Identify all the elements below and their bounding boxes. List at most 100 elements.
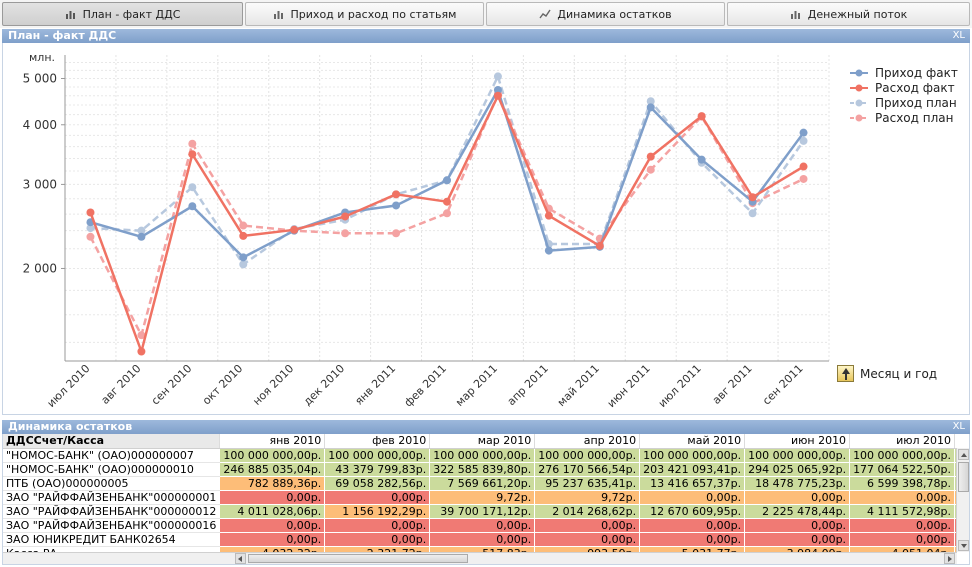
account-name[interactable]: "НОМОС-БАНК" (ОАО)000000007 (3, 448, 220, 463)
balance-cell[interactable]: 2 014 268,62р. (534, 504, 640, 519)
account-name[interactable]: ЗАО "РАЙФФАЙЗЕНБАНК"000000001 (3, 490, 220, 505)
balance-cell[interactable] (954, 490, 957, 505)
balance-cell[interactable]: 69 058 282,56р. (324, 476, 430, 491)
balance-cell[interactable]: 0,00р. (639, 518, 745, 533)
balance-cell[interactable]: 294 025 065,92р. (744, 462, 850, 477)
scroll-up-button[interactable] (958, 449, 969, 460)
balance-cell[interactable]: 7 569 661,20р. (429, 476, 535, 491)
balance-cell[interactable]: 1 (954, 448, 957, 463)
column-header[interactable]: июн 2010 (744, 434, 850, 449)
account-name[interactable]: ЗАО ЮНИКРЕДИТ БАНК02654 (3, 532, 220, 547)
balance-cell[interactable]: 0,00р. (849, 518, 955, 533)
export-xl-button[interactable]: XL (952, 421, 965, 432)
drill-up-button[interactable]: Месяц и год (837, 365, 937, 382)
balance-cell[interactable]: 9,72р. (429, 490, 535, 505)
balance-cell[interactable]: 0,00р. (324, 490, 430, 505)
balance-cell[interactable]: 0,00р. (324, 532, 430, 547)
tab-income-expense[interactable]: Приход и расход по статьям (245, 2, 484, 26)
balance-cell[interactable]: 0,00р. (744, 532, 850, 547)
balance-cell[interactable]: 177 064 522,50р. (849, 462, 955, 477)
balance-cell[interactable]: 4 (954, 476, 957, 491)
column-header[interactable]: ##### (954, 434, 957, 449)
balance-cell[interactable]: 100 000 000,00р. (849, 448, 955, 463)
balance-cell[interactable]: 1 156 192,29р. (324, 504, 430, 519)
balance-cell[interactable]: 4 011 028,06р. (219, 504, 325, 519)
balance-cell[interactable]: 2 225 478,44р. (744, 504, 850, 519)
balance-cell[interactable]: 0,00р. (219, 518, 325, 533)
balance-cell[interactable]: 203 421 093,41р. (639, 462, 745, 477)
horizontal-scrollbar[interactable] (3, 552, 957, 564)
legend-item[interactable]: Расход план (849, 110, 958, 125)
balance-cell[interactable]: 517,83р. (429, 546, 535, 552)
scroll-thumb[interactable] (958, 462, 969, 492)
balance-cell[interactable]: 6 599 398,78р. (849, 476, 955, 491)
balance-cell[interactable]: 39 700 171,12р. (429, 504, 535, 519)
account-name[interactable]: ПТБ (ОАО)000000005 (3, 476, 220, 491)
account-name[interactable]: ЗАО "РАЙФФАЙЗЕНБАНК"000000012 (3, 504, 220, 519)
balance-cell[interactable]: 0,00р. (744, 490, 850, 505)
vertical-scrollbar[interactable] (956, 448, 969, 552)
balance-cell[interactable]: 0,00р. (219, 490, 325, 505)
balance-cell[interactable]: 100 000 000,00р. (219, 448, 325, 463)
account-name[interactable]: ЗАО "РАЙФФАЙЗЕНБАНК"000000016 (3, 518, 220, 533)
balance-cell[interactable]: 95 237 635,41р. (534, 476, 640, 491)
balance-cell[interactable]: 1 158 (954, 462, 957, 477)
balance-cell[interactable]: 0,00р. (429, 518, 535, 533)
scroll-down-button[interactable] (958, 540, 969, 551)
balance-cell[interactable]: 100 000 000,00р. (744, 448, 850, 463)
balance-cell[interactable] (954, 532, 957, 547)
legend-item[interactable]: Приход факт (849, 65, 958, 80)
balance-cell[interactable]: 4 032,32р. (219, 546, 325, 552)
balance-cell[interactable]: 18 478 775,23р. (744, 476, 850, 491)
balance-cell[interactable]: 0,00р. (744, 518, 850, 533)
balance-cell[interactable]: 322 585 839,80р. (429, 462, 535, 477)
balance-cell[interactable]: 4 051,04р. (849, 546, 955, 552)
balance-cell[interactable]: 100 000 000,00р. (534, 448, 640, 463)
column-header[interactable]: июл 2010 (849, 434, 955, 449)
data-point (697, 155, 706, 164)
scroll-left-button[interactable] (235, 553, 246, 564)
column-header[interactable]: янв 2010 (219, 434, 325, 449)
balance-cell[interactable]: 3 984,09р. (744, 546, 850, 552)
column-header[interactable]: фев 2010 (324, 434, 430, 449)
tab-balance-dynamics[interactable]: Динамика остатков (486, 2, 725, 26)
balance-cell[interactable]: 0,00р. (639, 532, 745, 547)
balance-cell[interactable]: 9,72р. (534, 490, 640, 505)
column-header[interactable]: май 2010 (639, 434, 745, 449)
tab-cash-flow[interactable]: Денежный поток (727, 2, 970, 26)
balance-cell[interactable]: 0,00р. (849, 490, 955, 505)
balance-cell[interactable]: 13 416 657,37р. (639, 476, 745, 491)
balance-cell[interactable]: 0,00р. (429, 532, 535, 547)
export-xl-button[interactable]: XL (952, 30, 965, 41)
scroll-thumb[interactable] (248, 554, 468, 563)
balance-cell[interactable]: 2 321,72р. (324, 546, 430, 552)
account-name[interactable]: Касса РА (3, 546, 220, 552)
balance-cell[interactable]: 5 031,77р. (639, 546, 745, 552)
balance-cell[interactable]: 0,00р. (639, 490, 745, 505)
scroll-right-button[interactable] (944, 553, 955, 564)
balance-cell[interactable]: 43 379 799,83р. (324, 462, 430, 477)
legend-item[interactable]: Приход план (849, 95, 958, 110)
column-header[interactable]: апр 2010 (534, 434, 640, 449)
balance-cell[interactable]: 4 111 572,98р. (849, 504, 955, 519)
balance-cell[interactable]: 100 000 000,00р. (324, 448, 430, 463)
balance-cell[interactable] (954, 518, 957, 533)
account-name[interactable]: "НОМОС-БАНК" (ОАО)000000010 (3, 462, 220, 477)
balance-cell[interactable]: 100 000 000,00р. (639, 448, 745, 463)
balance-cell[interactable]: 100 000 000,00р. (429, 448, 535, 463)
balance-cell[interactable]: 8 (954, 504, 957, 519)
balance-cell[interactable]: 12 670 609,95р. (639, 504, 745, 519)
balance-cell[interactable]: 0,00р. (219, 532, 325, 547)
balance-cell[interactable] (954, 546, 957, 552)
balance-cell[interactable]: 0,00р. (534, 518, 640, 533)
balance-cell[interactable]: 276 170 566,54р. (534, 462, 640, 477)
balance-cell[interactable]: 0,00р. (534, 532, 640, 547)
column-header[interactable]: мар 2010 (429, 434, 535, 449)
balance-cell[interactable]: 782 889,36р. (219, 476, 325, 491)
legend-item[interactable]: Расход факт (849, 80, 958, 95)
balance-cell[interactable]: 993,59р. (534, 546, 640, 552)
balance-cell[interactable]: 0,00р. (324, 518, 430, 533)
tab-plan-fact[interactable]: План - факт ДДС (2, 2, 243, 26)
balance-cell[interactable]: 0,00р. (849, 532, 955, 547)
balance-cell[interactable]: 246 885 035,04р. (219, 462, 325, 477)
